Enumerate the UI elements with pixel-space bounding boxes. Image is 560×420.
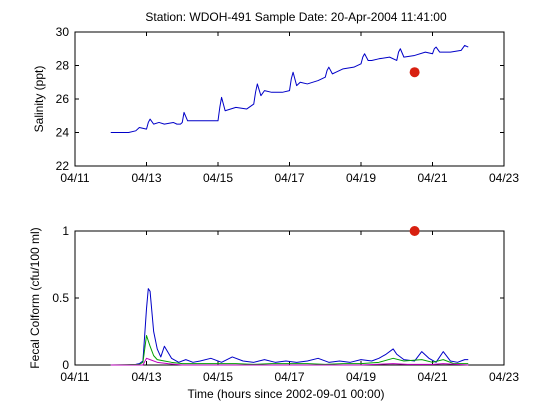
x-tick-label: 04/17 [274, 370, 304, 384]
y-tick-label: 30 [56, 25, 70, 39]
y-tick-label: 26 [56, 92, 70, 106]
fecal-coliform-panel: 04/11 04/13 04/15 04/17 04/19 04/21 04/23 0 0.5 1 [52, 224, 519, 384]
x-tick-label: 04/19 [346, 370, 376, 384]
y-tick-label: 28 [56, 59, 70, 73]
series-line-1 [110, 335, 469, 366]
x-tick-label: 04/21 [417, 370, 447, 384]
x-tick-label: 04/13 [131, 171, 161, 185]
salinity-ylabel: Salinity (ppt) [32, 66, 46, 133]
y-tick-label: 1 [62, 224, 69, 238]
x-tick-label: 04/11 [60, 370, 89, 384]
y-tick-label: 0 [62, 358, 69, 372]
x-tick-label: 04/23 [489, 370, 519, 384]
time-xlabel: Time (hours since 2002-09-01 00:00) [188, 387, 385, 401]
series-line-0 [110, 288, 469, 366]
x-tick-label: 04/15 [203, 370, 233, 384]
x-tick-label: 04/13 [131, 370, 161, 384]
sample-point [409, 67, 420, 78]
x-tick-label: 04/21 [417, 171, 447, 185]
series-line-2 [110, 357, 469, 366]
plot-frame [74, 230, 505, 366]
salinity-panel: 04/11 04/13 04/15 04/17 04/19 04/21 04/23 22 24 2… [56, 25, 520, 185]
figure-title: Station: WDOH-491 Sample Date: 20-Apr-20… [145, 10, 447, 24]
x-tick-label: 04/19 [346, 171, 376, 185]
y-tick-label: 22 [56, 159, 70, 173]
x-tick-label: 04/23 [489, 171, 519, 185]
x-tick-label: 04/15 [203, 171, 233, 185]
sample-point [409, 226, 420, 236]
y-tick-label: 24 [56, 126, 70, 140]
x-tick-label: 04/11 [60, 171, 89, 185]
series-line-0 [110, 44, 469, 133]
y-tick-label: 0.5 [52, 291, 69, 305]
fecal-coliform-ylabel: Fecal Colform (cfu/100 ml) [28, 227, 42, 368]
x-tick-label: 04/17 [274, 171, 304, 185]
